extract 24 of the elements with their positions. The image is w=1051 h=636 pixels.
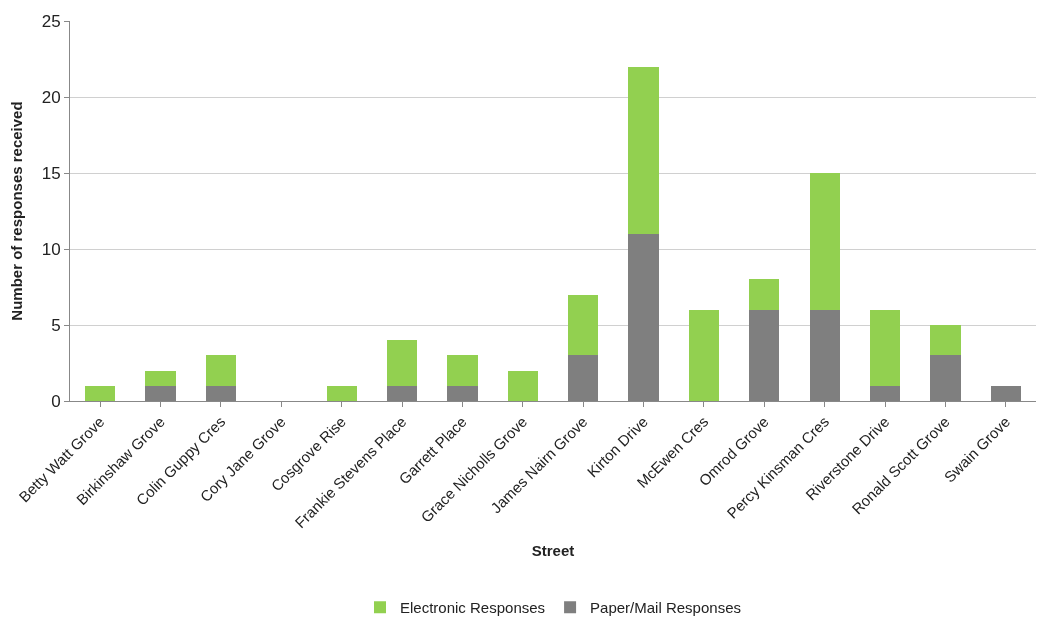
bar bbox=[688, 309, 720, 401]
y-tick-label: 0 bbox=[51, 391, 61, 411]
x-axis-title: Street bbox=[531, 542, 575, 560]
bar bbox=[869, 309, 901, 386]
bar bbox=[386, 340, 418, 386]
y-tick-label: 10 bbox=[41, 239, 61, 259]
bar bbox=[507, 370, 538, 401]
y-axis-title: Number of responses received bbox=[7, 101, 25, 321]
bar bbox=[145, 370, 176, 386]
y-tick-label: 5 bbox=[51, 315, 61, 335]
bar bbox=[326, 385, 357, 401]
bar bbox=[930, 325, 961, 356]
y-tick-label: 25 bbox=[41, 11, 61, 31]
bar bbox=[749, 279, 780, 310]
y-tick-label: 15 bbox=[41, 163, 61, 183]
bar bbox=[85, 385, 116, 401]
bar bbox=[447, 355, 478, 386]
y-tick-label: 20 bbox=[41, 87, 61, 107]
bar bbox=[205, 355, 237, 386]
legend-label: Paper/Mail Responses bbox=[590, 599, 741, 617]
legend-label: Electronic Responses bbox=[400, 599, 546, 617]
bar bbox=[568, 294, 599, 356]
bar bbox=[628, 66, 659, 234]
bar bbox=[809, 173, 840, 310]
